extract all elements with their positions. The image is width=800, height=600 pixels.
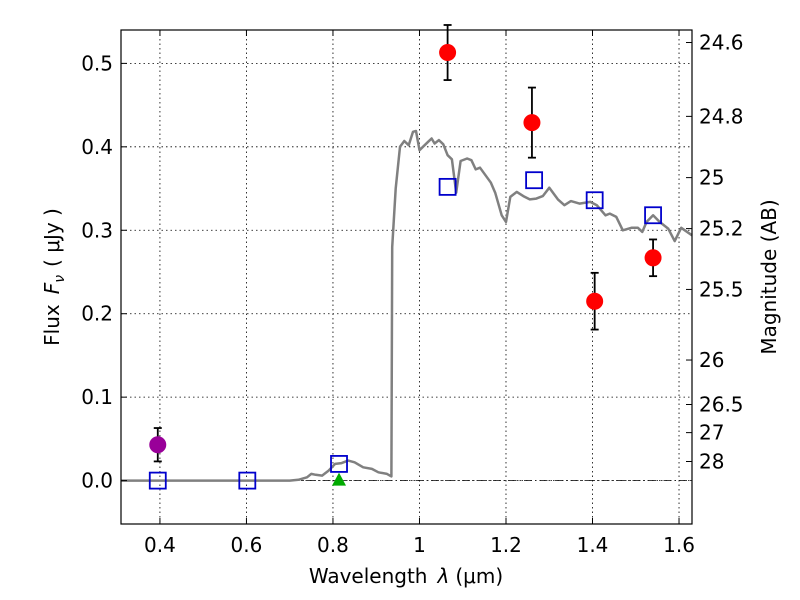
y-tick-label: 0.3 — [81, 218, 113, 242]
x-tick-label: 1.4 — [577, 533, 609, 557]
right-tick-label: 25.2 — [699, 217, 744, 241]
upper-limit-triangle — [332, 472, 347, 486]
right-tick-label: 24.8 — [699, 104, 744, 128]
x-tick-label: 1.6 — [663, 533, 695, 557]
observed-flux-marker — [586, 292, 604, 310]
x-tick-label: 0.4 — [144, 533, 176, 557]
x-tick-label: 0.8 — [317, 533, 349, 557]
model-photometry-marker — [148, 471, 167, 490]
y-axis-label: FluxFν( μJy ) — [40, 208, 68, 346]
x-axis-label: Wavelength λ (μm) — [309, 564, 503, 588]
right-tick-label: 24.6 — [699, 31, 744, 55]
x-tick-label: 1 — [413, 533, 426, 557]
x-tick-label: 1.2 — [490, 533, 522, 557]
observed-flux-marker — [644, 249, 662, 267]
model-photometry-marker — [438, 177, 457, 196]
model-photometry-marker — [585, 191, 604, 210]
x-tick-label: 0.6 — [231, 533, 263, 557]
axis-ticks: 0.4 0.6 0.8 1 1.2 1.4 1.6 0.0 0.1 0.2 0.3 0.4 0.5 24.… — [81, 30, 744, 557]
right-tick-label: 27 — [699, 421, 724, 445]
observed-flux-marker — [523, 114, 541, 132]
model-photometry-marker — [330, 455, 348, 473]
right-tick-label: 25 — [699, 166, 724, 190]
y-tick-label: 0.2 — [81, 302, 113, 326]
observed-flux-marker — [149, 436, 167, 454]
right-tick-label: 26.5 — [699, 393, 744, 417]
y-tick-label: 0.4 — [81, 135, 113, 159]
right-tick-label: 25.5 — [699, 277, 744, 301]
model-photometry-marker — [644, 206, 662, 225]
y-tick-label: 0.0 — [81, 469, 113, 493]
plot-area — [121, 24, 693, 490]
y-tick-label: 0.5 — [81, 51, 113, 75]
model-photometry-marker — [525, 171, 544, 190]
observed-flux-marker — [439, 44, 457, 62]
y-tick-label: 0.1 — [81, 385, 113, 409]
right-axis-label: Magnitude (AB) — [757, 199, 781, 354]
sed-model-line — [121, 129, 693, 482]
model-photometry-marker — [238, 471, 257, 490]
right-tick-label: 26 — [699, 348, 724, 372]
right-tick-label: 28 — [699, 449, 724, 473]
axes-frame — [120, 29, 693, 525]
